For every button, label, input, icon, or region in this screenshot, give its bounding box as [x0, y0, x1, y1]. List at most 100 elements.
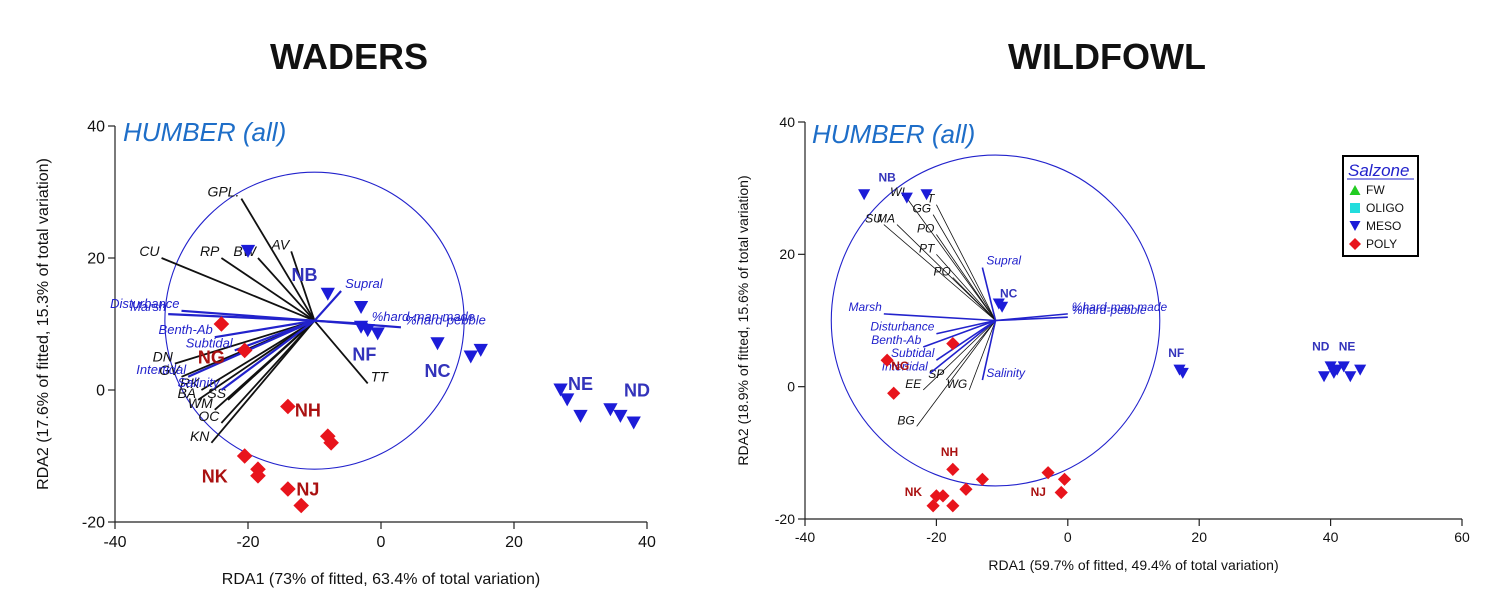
waders-species-vector: [313, 320, 369, 384]
wildfowl-point-meso: [1176, 367, 1189, 379]
waders-env-vector: [214, 319, 315, 339]
wildfowl-species-vector: [952, 277, 996, 321]
waders-species-vector: [257, 257, 316, 322]
waders-species-label: KN: [190, 428, 210, 444]
waders-species-label: OC: [198, 408, 220, 424]
wildfowl-env-label: Disturbance: [870, 320, 934, 334]
wildfowl-x-tick-label: 40: [1323, 529, 1339, 545]
waders-correlation-circle: [164, 171, 465, 470]
wildfowl-site-label: NE: [1339, 339, 1356, 353]
waders-species-vector: [290, 251, 316, 321]
waders-point-meso: [320, 287, 335, 301]
waders-site-label: NC: [425, 361, 451, 381]
waders-point-meso: [626, 416, 641, 430]
legend-title: Salzone: [1348, 161, 1409, 180]
wildfowl-y-axis-label: RDA2 (18.9% of fitted, 15.6% of total va…: [735, 175, 751, 465]
wildfowl-site-label: NC: [1000, 286, 1018, 300]
wildfowl-species-vector: [936, 234, 996, 321]
wildfowl-x-tick-label: -40: [795, 529, 815, 545]
wildfowl-species-vector: [936, 254, 996, 321]
legend-item-oligo: OLIGO: [1366, 201, 1404, 215]
legend-marker-oligo: [1350, 203, 1360, 213]
wildfowl-x-tick-label: -20: [926, 529, 946, 545]
waders-species-label: BA: [177, 385, 196, 401]
waders-species-label: WM: [188, 395, 213, 411]
legend-item-fw: FW: [1366, 183, 1385, 197]
waders-point-poly: [323, 435, 339, 451]
waders-species-label: RP: [200, 243, 220, 259]
wildfowl-species-label: PT: [919, 241, 936, 255]
waders-chart: -40 -20 0 20 40 -20 0 20 40 RDA1 (73% of fitted, …: [35, 117, 656, 588]
wildfowl-species-label: WG: [947, 377, 968, 391]
waders-point-meso: [353, 301, 369, 314]
waders-site-label: NF: [352, 344, 376, 364]
waders-point-meso: [463, 350, 478, 364]
waders-x-tick-label: 20: [505, 534, 523, 551]
wildfowl-x-tick-label: 20: [1191, 529, 1207, 545]
wildfowl-species-label: EE: [905, 377, 922, 391]
waders-point-poly: [280, 398, 296, 415]
waders-env-label: Salinity: [177, 375, 220, 390]
wildfowl-env-vector: [981, 267, 997, 321]
waders-site-label: NG: [198, 348, 225, 368]
wildfowl-site-label: NG: [891, 359, 909, 373]
wildfowl-correlation-circle: [830, 154, 1161, 487]
wildfowl-point-meso: [900, 192, 913, 204]
wildfowl-site-label: ND: [1312, 339, 1330, 353]
wildfowl-env-label: Salinity: [986, 366, 1026, 380]
wildfowl-y-tick-label: 40: [779, 114, 795, 130]
waders-env-label: %hard-pebble: [405, 312, 486, 327]
waders-point-meso: [370, 327, 385, 341]
wildfowl-x-axis-label: RDA1 (59.7% of fitted, 49.4% of total va…: [988, 557, 1278, 573]
wildfowl-point-meso: [1344, 371, 1357, 383]
waders-species-label: AV: [270, 236, 291, 252]
wildfowl-species-label: PO: [933, 264, 950, 278]
waders-y-tick-label: 40: [87, 119, 105, 136]
wildfowl-point-meso: [1317, 371, 1331, 383]
waders-point-poly: [280, 481, 296, 497]
waders-species-vector: [210, 320, 316, 444]
waders-env-label: Subtidal: [186, 335, 234, 350]
wildfowl-site-label: NJ: [1031, 485, 1046, 499]
waders-point-poly: [293, 497, 309, 514]
wildfowl-point-meso: [1337, 361, 1350, 373]
waders-env-label: Intertidal: [136, 362, 187, 377]
waders-y-tick-label: 0: [96, 383, 105, 400]
legend-marker-meso: [1349, 221, 1361, 231]
wildfowl-species-vector: [945, 320, 996, 381]
waders-site-label: NB: [292, 265, 318, 285]
wildfowl-species-vector: [968, 320, 996, 391]
waders-site-label: NH: [295, 400, 321, 420]
wildfowl-site-label: NK: [905, 485, 923, 499]
waders-env-vector: [313, 290, 342, 322]
waders-env-vector: [220, 319, 316, 391]
waders-y-tick-label: 20: [87, 251, 105, 268]
wildfowl-point-poly: [880, 353, 894, 367]
wildfowl-env-label: Intertidal: [882, 359, 928, 373]
wildfowl-x-tick-label: 60: [1454, 529, 1470, 545]
wildfowl-species-label: GG: [912, 202, 931, 216]
wildfowl-env-vector: [883, 313, 996, 322]
wildfowl-point-poly: [887, 386, 901, 400]
wildfowl-point-poly: [926, 499, 940, 513]
waders-species-vector: [174, 319, 315, 365]
waders-point-poly: [236, 448, 253, 464]
waders-env-vector: [187, 319, 315, 378]
waders-x-tick-label: -40: [103, 534, 126, 551]
waders-species-label: CU: [139, 243, 160, 259]
wildfowl-species-vector: [916, 320, 996, 427]
wildfowl-env-label: Benth-Ab: [871, 333, 921, 347]
waders-point-meso: [430, 337, 445, 351]
legend-marker-fw: [1349, 185, 1361, 195]
wildfowl-point-meso: [858, 189, 871, 201]
wildfowl-env-vector: [922, 319, 996, 348]
waders-point-meso: [613, 409, 628, 423]
waders-annotation: HUMBER (all): [123, 117, 286, 147]
waders-point-meso: [573, 409, 588, 423]
waders-species-vector: [214, 320, 316, 411]
wildfowl-site-label: NH: [941, 445, 958, 459]
wildfowl-env-vector: [936, 319, 996, 335]
waders-y-axis-label: RDA2 (17.6% of fitted, 15.3% of total va…: [35, 158, 52, 490]
waders-point-meso: [553, 383, 568, 397]
